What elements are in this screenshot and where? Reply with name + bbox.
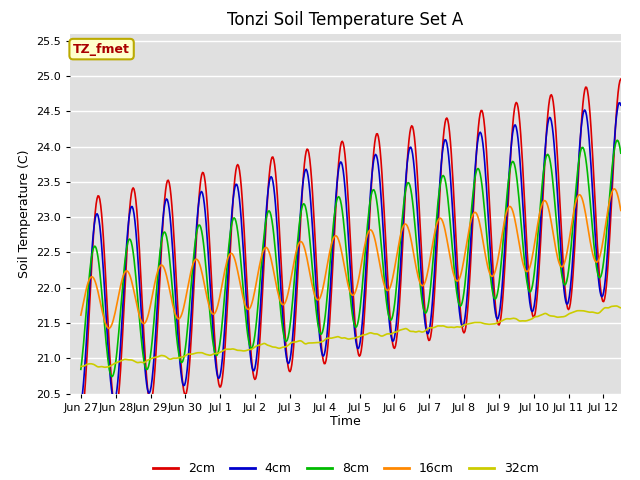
Text: TZ_fmet: TZ_fmet — [73, 43, 130, 56]
2cm — [617, 76, 625, 82]
Line: 2cm: 2cm — [81, 79, 621, 418]
4cm — [484, 199, 492, 205]
32cm — [612, 303, 620, 309]
4cm — [438, 159, 445, 165]
4cm — [396, 286, 403, 291]
32cm — [396, 327, 404, 333]
32cm — [77, 363, 84, 369]
8cm — [613, 137, 621, 143]
4cm — [321, 348, 329, 354]
8cm — [484, 251, 492, 257]
2cm — [216, 384, 223, 390]
8cm — [217, 335, 225, 341]
8cm — [322, 306, 330, 312]
2cm — [438, 161, 445, 167]
2cm — [173, 280, 180, 286]
32cm — [101, 364, 109, 370]
16cm — [438, 218, 446, 224]
16cm — [322, 269, 330, 275]
16cm — [77, 312, 84, 318]
8cm — [617, 150, 625, 156]
Title: Tonzi Soil Temperature Set A: Tonzi Soil Temperature Set A — [227, 11, 464, 29]
16cm — [617, 207, 625, 213]
8cm — [396, 242, 404, 248]
32cm — [322, 336, 330, 342]
4cm — [77, 402, 84, 408]
8cm — [438, 173, 446, 179]
2cm — [77, 415, 84, 421]
Line: 4cm: 4cm — [81, 103, 621, 405]
4cm — [616, 100, 624, 106]
X-axis label: Time: Time — [330, 415, 361, 429]
32cm — [484, 322, 492, 327]
Line: 16cm: 16cm — [81, 189, 621, 328]
32cm — [438, 323, 446, 329]
8cm — [109, 373, 116, 379]
16cm — [173, 315, 181, 321]
32cm — [217, 349, 225, 355]
16cm — [611, 186, 618, 192]
Y-axis label: Soil Temperature (C): Soil Temperature (C) — [18, 149, 31, 278]
16cm — [217, 290, 225, 296]
4cm — [216, 374, 223, 380]
16cm — [396, 235, 404, 241]
32cm — [617, 305, 625, 311]
32cm — [173, 355, 181, 361]
Line: 8cm: 8cm — [81, 140, 621, 376]
16cm — [105, 325, 113, 331]
Legend: 2cm, 4cm, 8cm, 16cm, 32cm: 2cm, 4cm, 8cm, 16cm, 32cm — [148, 457, 543, 480]
2cm — [396, 308, 403, 313]
Line: 32cm: 32cm — [81, 306, 621, 367]
16cm — [484, 266, 492, 272]
4cm — [173, 309, 180, 314]
8cm — [173, 340, 181, 346]
8cm — [77, 366, 84, 372]
2cm — [484, 163, 492, 168]
2cm — [321, 360, 329, 366]
4cm — [617, 102, 625, 108]
